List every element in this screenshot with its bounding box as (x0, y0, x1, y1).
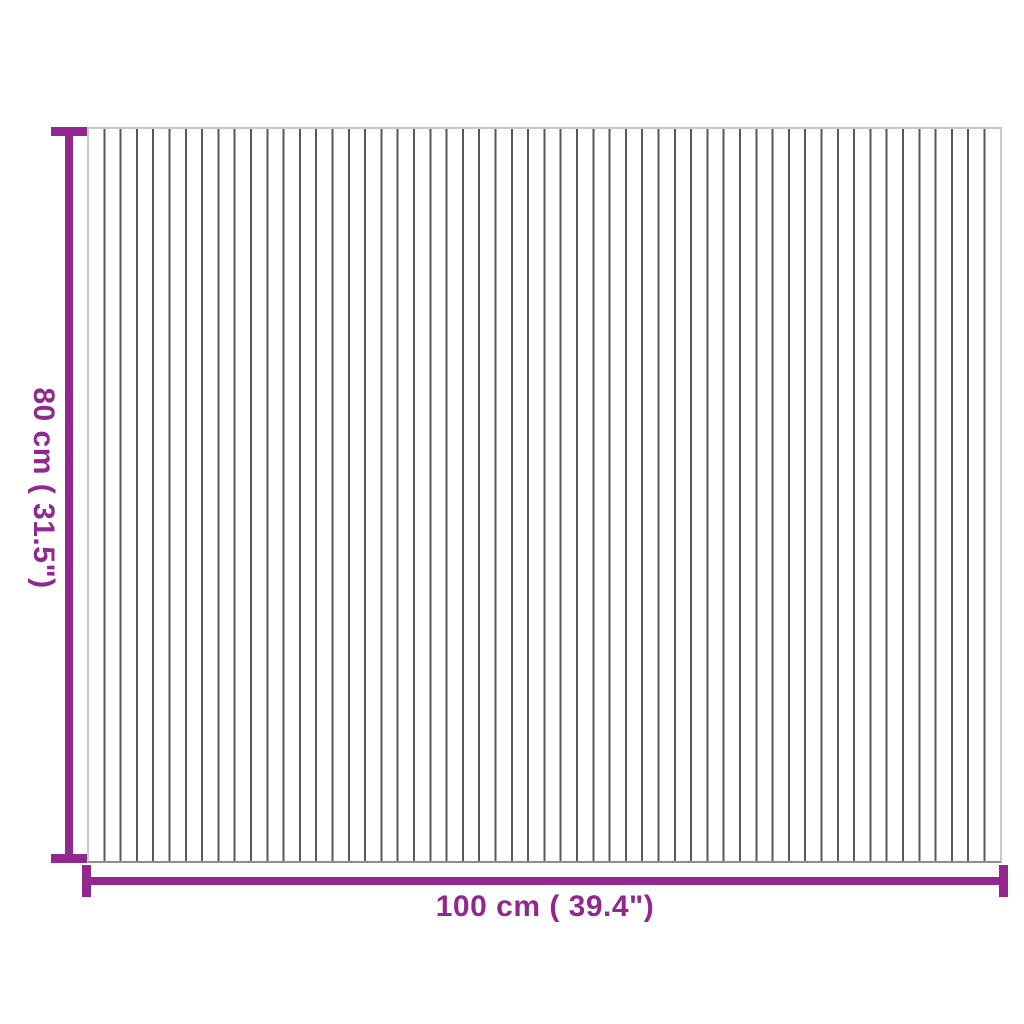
height-dimension-label: 80 cm ( 31.5") (27, 387, 60, 589)
width-dimension-label: 100 cm ( 39.4") (435, 890, 655, 923)
slatted-mat-image (87, 127, 1002, 863)
dimension-end-cap (51, 127, 87, 136)
width-dimension-line (82, 865, 1008, 897)
dimension-end-cap (51, 854, 87, 863)
height-dimension-line (51, 127, 87, 863)
dimension-end-cap (82, 865, 91, 897)
dimension-end-cap (999, 865, 1008, 897)
